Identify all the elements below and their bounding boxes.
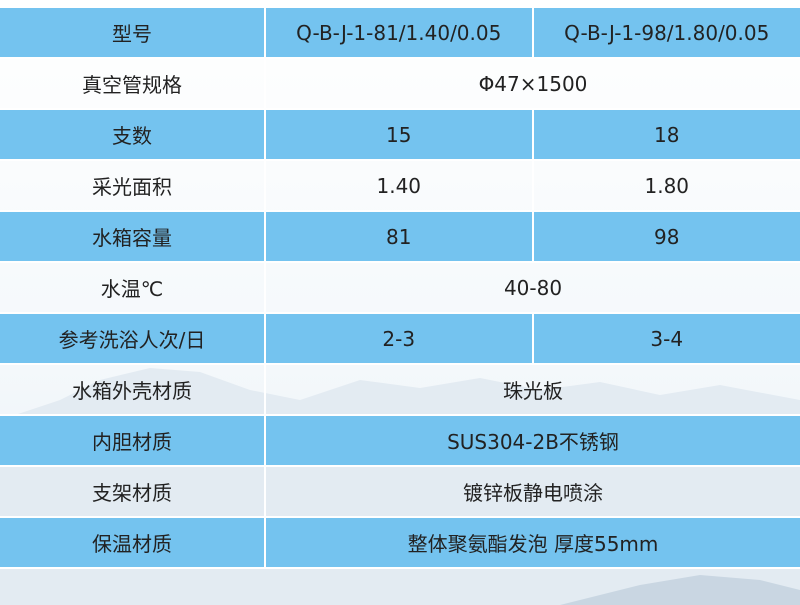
row-value: 2-3 <box>264 312 534 365</box>
table-row: 真空管规格 Φ47×1500 <box>0 57 800 110</box>
row-value: 整体聚氨酯发泡 厚度55mm <box>264 516 800 569</box>
row-value: 珠光板 <box>264 363 800 416</box>
table-row: 采光面积 1.40 1.80 <box>0 159 800 212</box>
table-row: 水温℃ 40-80 <box>0 261 800 314</box>
row-label: 支数 <box>0 108 266 161</box>
row-value: 18 <box>531 108 800 161</box>
row-label: 采光面积 <box>0 159 266 212</box>
table-row: 水箱容量 81 98 <box>0 210 800 263</box>
row-label: 水箱容量 <box>0 210 266 263</box>
table-row: 参考洗浴人次/日 2-3 3-4 <box>0 312 800 365</box>
row-value: Q-B-J-1-81/1.40/0.05 <box>264 6 534 59</box>
row-value: Φ47×1500 <box>264 57 800 110</box>
row-label: 水温℃ <box>0 261 266 314</box>
row-label: 内胆材质 <box>0 414 266 467</box>
row-label: 支架材质 <box>0 465 266 518</box>
row-value: 40-80 <box>264 261 800 314</box>
row-value: 81 <box>264 210 534 263</box>
table-row: 保温材质 整体聚氨酯发泡 厚度55mm <box>0 516 800 569</box>
row-value: 1.80 <box>531 159 800 212</box>
row-label: 型号 <box>0 6 266 59</box>
row-value: 1.40 <box>264 159 534 212</box>
row-label: 参考洗浴人次/日 <box>0 312 266 365</box>
row-value: 98 <box>531 210 800 263</box>
row-value: Q-B-J-1-98/1.80/0.05 <box>531 6 800 59</box>
row-label: 水箱外壳材质 <box>0 363 266 416</box>
table-row: 支架材质 镀锌板静电喷涂 <box>0 465 800 518</box>
spec-table: 型号 Q-B-J-1-81/1.40/0.05 Q-B-J-1-98/1.80/0.… <box>0 6 800 569</box>
row-value: 3-4 <box>531 312 800 365</box>
table-row: 内胆材质 SUS304-2B不锈钢 <box>0 414 800 467</box>
row-value: 镀锌板静电喷涂 <box>264 465 800 518</box>
table-row: 支数 15 18 <box>0 108 800 161</box>
row-label: 保温材质 <box>0 516 266 569</box>
row-value: SUS304-2B不锈钢 <box>264 414 800 467</box>
table-row: 水箱外壳材质 珠光板 <box>0 363 800 416</box>
row-label: 真空管规格 <box>0 57 266 110</box>
table-row: 型号 Q-B-J-1-81/1.40/0.05 Q-B-J-1-98/1.80/0.… <box>0 6 800 59</box>
row-value: 15 <box>264 108 534 161</box>
